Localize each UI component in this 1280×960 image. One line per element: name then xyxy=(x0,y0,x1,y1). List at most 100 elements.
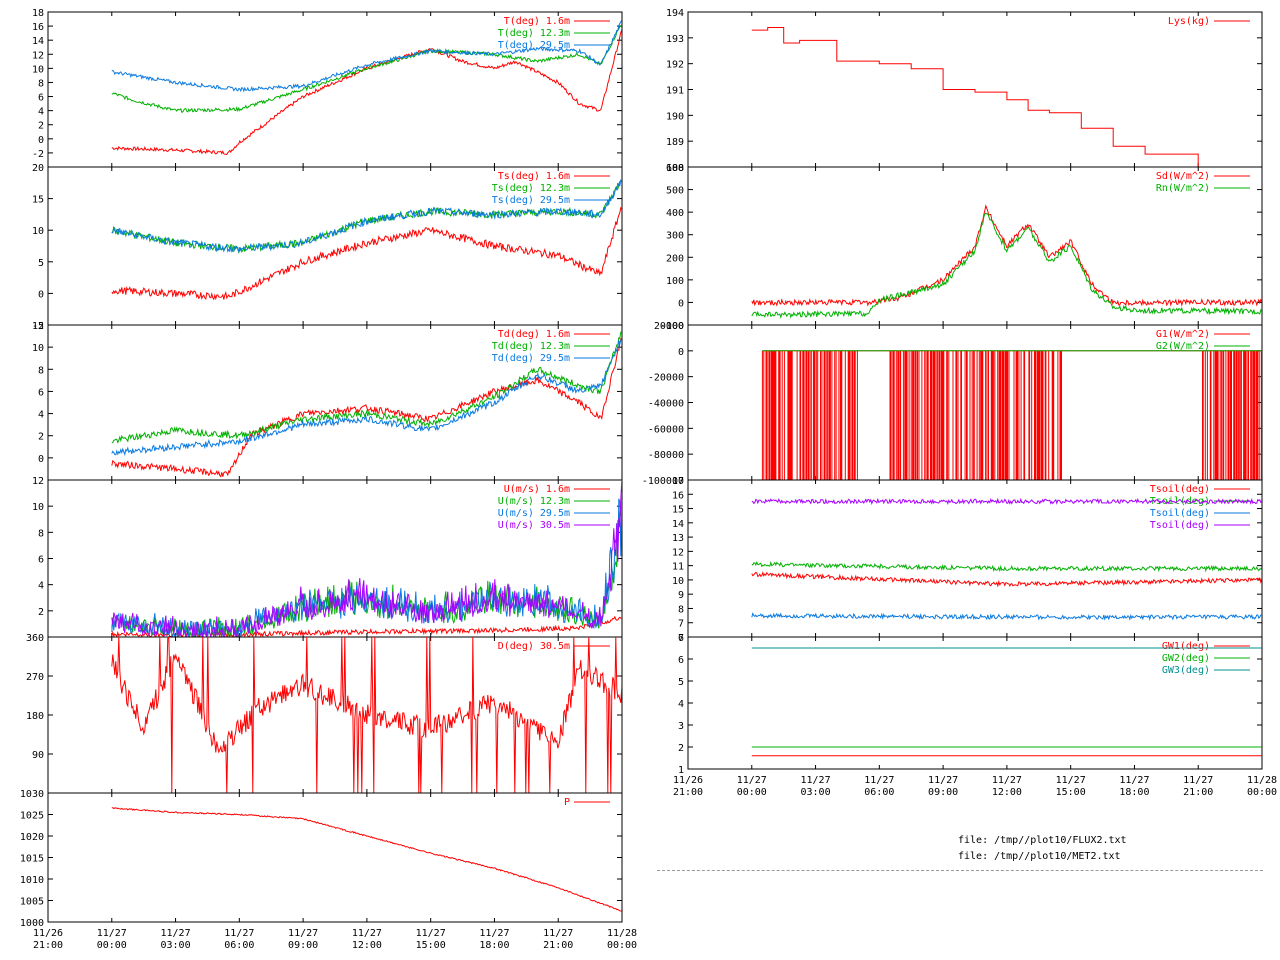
y-tick-label: 12 xyxy=(672,547,684,558)
series-line-4 xyxy=(111,480,622,637)
y-tick-label: 1030 xyxy=(20,789,44,800)
x-tick-label: 21:00 xyxy=(543,940,573,951)
x-tick-label: 00:00 xyxy=(1247,787,1277,798)
y-tick-label: 13 xyxy=(672,533,684,544)
series-line-1 xyxy=(751,204,1262,307)
y-tick-label: 0 xyxy=(678,347,684,358)
y-tick-label: 15 xyxy=(672,505,684,516)
legend-label: Ts(deg) 29.5m xyxy=(492,195,570,206)
y-tick-label: 5 xyxy=(678,677,684,688)
y-tick-label: 7 xyxy=(678,633,684,644)
x-tick-label: 12:00 xyxy=(992,787,1022,798)
chart-panel-r3: -100000 -80000 -60000 -40000 -20000 0 20000 G1(… xyxy=(642,321,1263,487)
legend-label: T(deg) 12.3m xyxy=(498,28,570,39)
y-tick-label: 189 xyxy=(666,137,684,148)
legend-label: Tsoil(deg) xyxy=(1150,520,1210,531)
x-tick-label: 11/27 xyxy=(416,928,446,939)
y-tick-label: 600 xyxy=(666,163,684,174)
y-tick-label: 1005 xyxy=(20,897,44,908)
y-tick-label: 4 xyxy=(38,410,44,421)
y-tick-label: -60000 xyxy=(648,424,684,435)
y-tick-label: 6 xyxy=(38,93,44,104)
y-tick-label: 2 xyxy=(38,607,44,618)
y-tick-label: 10 xyxy=(672,576,684,587)
series-line-2 xyxy=(111,23,622,113)
y-tick-label: 20 xyxy=(32,163,44,174)
y-tick-label: 1010 xyxy=(20,875,44,886)
series-line-1 xyxy=(111,615,622,637)
series-line-2 xyxy=(751,212,1262,319)
legend-label: D(deg) 30.5m xyxy=(498,641,570,652)
series-line-1 xyxy=(111,637,622,793)
y-tick-label: 18 xyxy=(32,8,44,19)
legend-label: T(deg) 1.6m xyxy=(504,16,570,27)
y-tick-label: 90 xyxy=(32,750,44,761)
x-tick-label: 11/27 xyxy=(543,928,573,939)
y-tick-label: 4 xyxy=(38,581,44,592)
legend-label: Rn(W/m^2) xyxy=(1156,183,1210,194)
series-line-1 xyxy=(761,350,1262,480)
legend-label: Tsoil(deg) xyxy=(1150,508,1210,519)
x-tick-label: 11/28 xyxy=(1247,775,1277,786)
y-tick-label: 194 xyxy=(666,8,684,19)
x-tick-label: 09:00 xyxy=(928,787,958,798)
x-tick-label: 12:00 xyxy=(352,940,382,951)
x-tick-label: 11/27 xyxy=(479,928,509,939)
x-tick-label: 18:00 xyxy=(479,940,509,951)
y-tick-label: 17 xyxy=(672,476,684,487)
x-tick-label: 15:00 xyxy=(416,940,446,951)
y-tick-label: 360 xyxy=(26,633,44,644)
x-tick-label: 09:00 xyxy=(288,940,318,951)
series-line-3 xyxy=(111,338,622,457)
y-tick-label: -20000 xyxy=(648,373,684,384)
y-tick-label: 2 xyxy=(38,432,44,443)
legend-label: GW3(deg) xyxy=(1162,665,1210,676)
y-tick-label: 190 xyxy=(666,111,684,122)
legend-label: T(deg) 29.5m xyxy=(498,40,570,51)
y-tick-label: 6 xyxy=(678,655,684,666)
chart-panel-r5: 123456711/2621:0011/2700:0011/2703:0011/… xyxy=(673,633,1277,798)
legend-label: Ts(deg) 12.3m xyxy=(492,183,570,194)
y-tick-label: 9 xyxy=(678,590,684,601)
y-tick-label: 15 xyxy=(32,195,44,206)
x-tick-label: 11/26 xyxy=(33,928,63,939)
y-tick-label: 12 xyxy=(32,321,44,332)
x-tick-label: 11/27 xyxy=(161,928,191,939)
x-tick-label: 11/27 xyxy=(1056,775,1086,786)
y-tick-label: 10 xyxy=(32,502,44,513)
y-tick-label: 400 xyxy=(666,208,684,219)
separator-line xyxy=(657,870,1263,871)
x-tick-label: 00:00 xyxy=(607,940,637,951)
legend-label: Td(deg) 12.3m xyxy=(492,341,570,352)
x-tick-label: 21:00 xyxy=(1183,787,1213,798)
legend-label: Ts(deg) 1.6m xyxy=(498,171,570,182)
y-tick-label: 4 xyxy=(678,699,684,710)
legend-label: U(m/s) 30.5m xyxy=(498,520,570,531)
x-tick-label: 11/27 xyxy=(1119,775,1149,786)
file-met: file: /tmp//plot10/MET2.txt xyxy=(958,851,1121,862)
chart-panel-r2: -100 0 100 200 300 400 500 600 Sd(W/m^2)Rn(W/m^2… xyxy=(660,163,1263,332)
y-tick-label: -5 xyxy=(32,321,44,332)
legend-label: Td(deg) 1.6m xyxy=(498,329,570,340)
chart-panel-l6: 100010051010101510201025103011/2621:0011… xyxy=(20,789,637,951)
y-tick-label: 7 xyxy=(678,619,684,630)
legend-label: U(m/s) 29.5m xyxy=(498,508,570,519)
x-tick-label: 11/27 xyxy=(864,775,894,786)
y-tick-label: 4 xyxy=(38,107,44,118)
x-tick-label: 00:00 xyxy=(97,940,127,951)
y-tick-label: -100000 xyxy=(642,476,684,487)
y-tick-label: 8 xyxy=(38,528,44,539)
series-line-3 xyxy=(111,179,622,253)
series-line-1 xyxy=(751,571,1262,588)
y-tick-label: 0 xyxy=(678,298,684,309)
legend-label: Tsoil(deg) xyxy=(1150,484,1210,495)
series-line-1 xyxy=(111,338,622,478)
x-tick-label: 06:00 xyxy=(864,787,894,798)
y-tick-label: 6 xyxy=(38,387,44,398)
y-tick-label: 0 xyxy=(38,289,44,300)
y-tick-label: 14 xyxy=(672,519,684,530)
legend-label: G2(W/m^2) xyxy=(1156,341,1210,352)
chart-panel-r4: 67891011121314151617Tsoil(deg)Tsoil(deg)… xyxy=(672,476,1263,644)
x-tick-label: 18:00 xyxy=(1119,787,1149,798)
